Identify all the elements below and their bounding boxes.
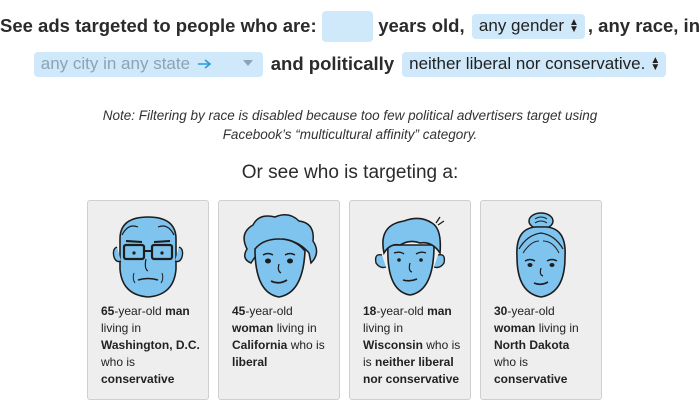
politics-line-b: nor conservative [363,372,460,386]
persona-card-young-man[interactable]: 18-year-old man living in Wisconsin who … [349,200,471,400]
race-filter-note: Note: Filtering by race is disabled beca… [0,106,700,144]
politics-select[interactable]: neither liberal nor conservative. ▲ ▼ [402,51,667,77]
city-select[interactable]: any city in any state [33,51,263,77]
persona-description: 18-year-old man living in Wisconsin who … [363,304,461,386]
pointer-cursor-icon [198,59,212,69]
persona-description: 45-year-old woman living in California w… [232,304,325,369]
updown-arrows-icon: ▲ ▼ [650,55,661,73]
filter-row-2: any city in any state and politically ne… [0,48,700,80]
filter-row-1: See ads targeted to people who are: year… [0,10,700,42]
age-input[interactable] [321,10,374,42]
city-placeholder: any city in any state [40,54,191,73]
older-man-face-icon [112,216,184,298]
note-line-1: Note: Filtering by race is disabled beca… [102,108,598,123]
filter-prefix: See ads targeted to people who are: [0,15,317,36]
chevron-down-icon [242,59,253,66]
politics-line-a: neither liberal [375,355,454,369]
politics-prefix: and politically [270,53,395,74]
updown-arrows-icon: ▲ ▼ [569,17,579,35]
note-line-2: Facebook’s “multicultural affinity” cate… [222,127,478,142]
young-man-face-icon [374,216,446,296]
age-suffix: years old, [378,15,465,36]
gender-select[interactable]: any gender ▲ ▼ [471,13,585,39]
gender-select-value: any gender [478,16,564,35]
politics-select-value: neither liberal nor conservative. [409,54,646,73]
persona-description: 30-year-old woman living in North Dakota… [494,304,579,386]
persona-description: 65-year-old man living in Washington, D.… [101,304,200,386]
subhead: Or see who is targeting a: [241,162,459,183]
persona-cards: 65-year-old man living in Washington, D.… [87,200,609,402]
persona-card-woman-curly[interactable]: 45-year-old woman living in California w… [218,200,340,400]
curly-haired-woman-face-icon [243,214,318,298]
race-text: , any race, in [587,15,700,36]
persona-card-older-man[interactable]: 65-year-old man living in Washington, D.… [87,200,209,400]
persona-card-woman-bun[interactable]: 30-year-old woman living in North Dakota… [480,200,602,400]
bun-haired-woman-face-icon [516,212,566,298]
